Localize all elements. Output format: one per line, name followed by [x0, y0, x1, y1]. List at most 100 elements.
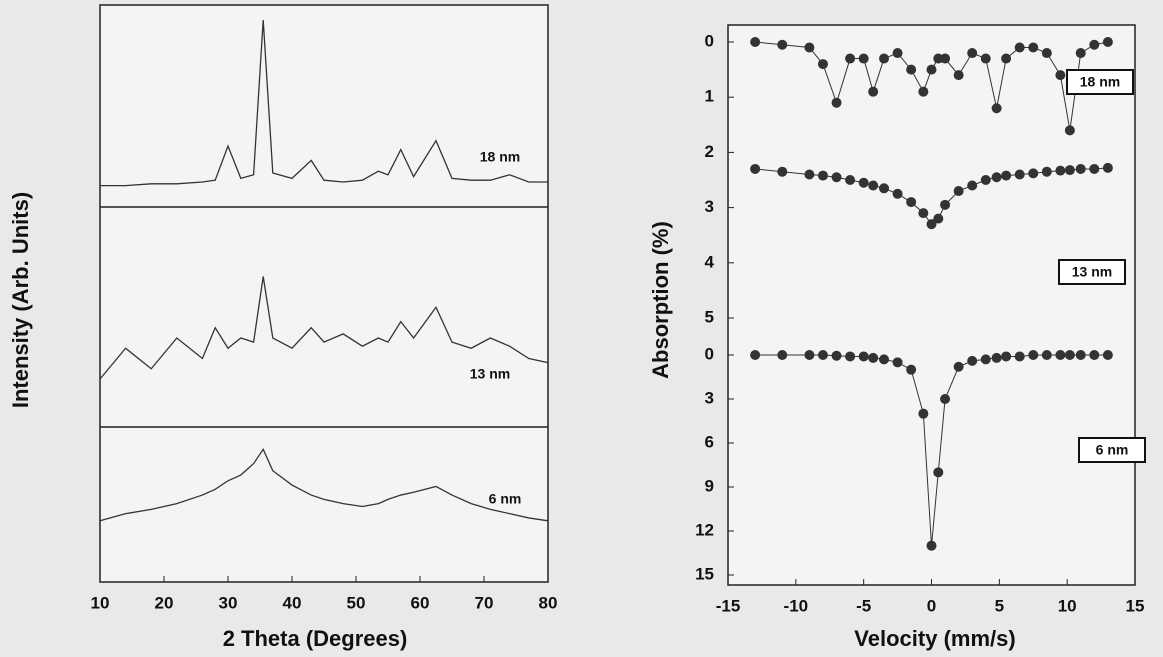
data-point: [1055, 165, 1066, 176]
y2-tick-label: 12: [695, 520, 714, 539]
x-axis-label: 2 Theta (Degrees): [223, 626, 408, 651]
series-label: 18 nm: [480, 149, 520, 165]
data-point: [933, 213, 944, 224]
spectrum-line: [755, 354, 1108, 546]
x-tick-label: 10: [1058, 596, 1077, 615]
x-axis-label: Velocity (mm/s): [854, 626, 1015, 651]
xrd-pattern: [99, 447, 549, 522]
data-point: [879, 53, 890, 64]
data-point: [1028, 42, 1039, 53]
data-point: [1064, 350, 1075, 360]
data-point: [845, 175, 856, 185]
data-point: [804, 169, 815, 180]
y-tick-label: 0: [705, 31, 714, 50]
label-box: [1066, 69, 1134, 95]
x-tick-label: 0: [927, 596, 936, 615]
data-point: [777, 350, 788, 360]
x-tick-label: 15: [1126, 596, 1145, 615]
data-point: [1001, 53, 1012, 64]
data-point: [953, 361, 964, 372]
data-point: [750, 350, 761, 360]
data-point: [1102, 37, 1113, 47]
x-tick-label: 10: [91, 593, 110, 612]
data-point: [879, 354, 890, 365]
data-point: [926, 64, 937, 75]
y-tick-label: 1: [705, 87, 714, 106]
y-tick-label: 4: [705, 252, 715, 271]
data-point: [1064, 165, 1075, 176]
y2-tick-label: 0: [705, 344, 714, 363]
data-point: [953, 186, 964, 197]
label-box: [1058, 259, 1126, 285]
data-point: [777, 166, 788, 177]
x-tick-label: 70: [475, 593, 494, 612]
data-point: [892, 188, 903, 199]
data-point: [868, 352, 879, 363]
x-tick-label: 30: [219, 593, 238, 612]
data-point: [858, 177, 869, 188]
series-label: 6 nm: [1096, 442, 1129, 458]
x-tick-label: 80: [539, 593, 558, 612]
data-point: [1089, 350, 1100, 360]
xrd-pattern: [99, 276, 549, 380]
data-point: [967, 48, 978, 59]
x-tick-label: -5: [856, 596, 871, 615]
y2-tick-label: 15: [695, 564, 714, 583]
data-point: [1102, 350, 1113, 360]
data-point: [1075, 163, 1086, 174]
data-point: [1001, 170, 1012, 181]
data-point: [817, 350, 828, 360]
data-point: [967, 180, 978, 191]
data-point: [940, 53, 951, 64]
data-point: [879, 183, 890, 194]
data-point: [933, 467, 944, 478]
data-point: [1075, 350, 1086, 360]
x-tick-label: 60: [411, 593, 430, 612]
x-tick-label: 40: [283, 593, 302, 612]
data-point: [1014, 169, 1025, 180]
plot-frame: [727, 24, 1136, 586]
data-point: [892, 48, 903, 59]
series-label: 13 nm: [470, 366, 510, 382]
data-point: [1055, 70, 1066, 81]
data-point: [980, 175, 991, 185]
data-point: [991, 172, 1002, 183]
series-label: 18 nm: [1080, 74, 1120, 90]
data-point: [750, 37, 761, 47]
data-point: [1064, 125, 1075, 136]
data-point: [1001, 351, 1012, 362]
data-point: [991, 103, 1002, 114]
data-point: [1041, 48, 1052, 59]
data-point: [845, 351, 856, 362]
data-point: [940, 199, 951, 210]
y2-tick-label: 9: [705, 476, 714, 495]
data-point: [906, 364, 917, 375]
data-point: [918, 208, 929, 219]
x-tick-label: 20: [155, 593, 174, 612]
data-point: [940, 394, 951, 404]
data-point: [777, 39, 788, 50]
data-point: [1028, 350, 1039, 360]
data-point: [906, 197, 917, 208]
data-point: [831, 350, 842, 361]
data-point: [1041, 350, 1052, 360]
y2-tick-label: 6: [705, 432, 714, 451]
data-point: [750, 163, 761, 174]
data-point: [980, 354, 991, 365]
data-point: [858, 53, 869, 64]
xrd-pattern: [100, 19, 548, 187]
data-point: [868, 86, 879, 97]
x-tick-label: -10: [784, 596, 809, 615]
data-point: [804, 350, 815, 360]
y-axis-label: Absorption (%): [648, 221, 673, 379]
data-point: [926, 219, 937, 230]
data-point: [1075, 48, 1086, 59]
data-point: [1102, 162, 1113, 173]
x-tick-label: 50: [347, 593, 366, 612]
data-point: [817, 59, 828, 70]
data-point: [1089, 39, 1100, 50]
x-tick-label: -15: [716, 596, 741, 615]
data-point: [1055, 350, 1066, 360]
data-point: [918, 86, 929, 97]
